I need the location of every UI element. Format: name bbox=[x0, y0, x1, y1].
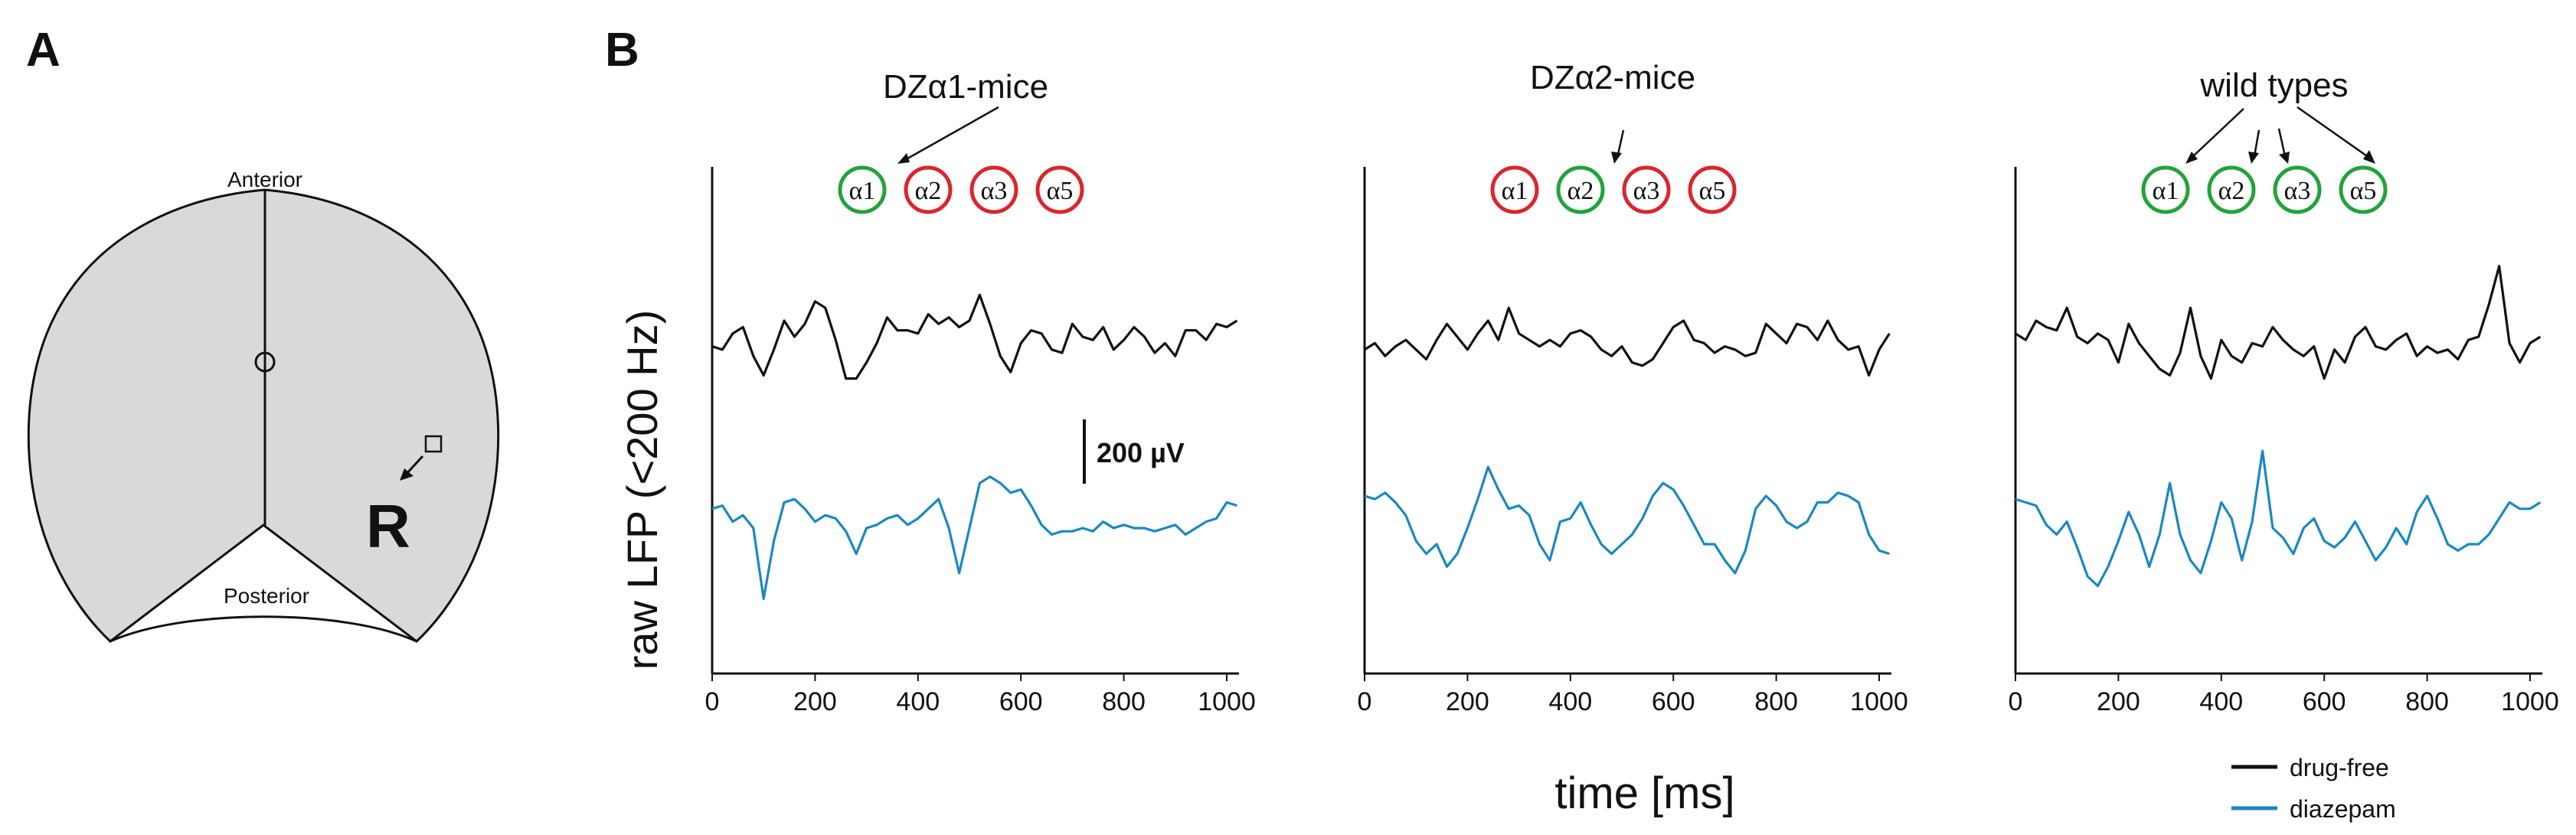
posterior-label: Posterior bbox=[224, 584, 309, 608]
subunit-arrowhead bbox=[897, 153, 910, 164]
x-tick-label: 200 bbox=[1446, 687, 1489, 716]
subunit-circles: α1 α2 α3 α5 bbox=[2141, 165, 2388, 214]
subplot-title: DZα2-mice bbox=[1530, 59, 1695, 96]
scale-bar-label: 200 µV bbox=[1097, 437, 1185, 468]
legend-label-diazepam: diazepam bbox=[2290, 795, 2396, 823]
subunit-label: α1 bbox=[849, 177, 876, 205]
traces bbox=[1364, 306, 1891, 575]
subunit-arrow-4 bbox=[2296, 106, 2370, 159]
subplot-title: wild types bbox=[2199, 67, 2348, 104]
subunit-circle bbox=[2141, 165, 2190, 214]
subunit-circle bbox=[2273, 165, 2322, 214]
x-tick-label: 200 bbox=[793, 687, 837, 716]
trace-diazepam bbox=[711, 475, 1237, 601]
subunit-arrowhead-2 bbox=[2248, 152, 2259, 164]
x-tick-label: 1000 bbox=[1198, 687, 1256, 716]
subunit-arrowhead bbox=[1611, 152, 1622, 164]
subunit-circle bbox=[1490, 165, 1539, 214]
subunit-label: α3 bbox=[981, 177, 1008, 205]
subunit-circle bbox=[2339, 165, 2388, 214]
x-tick-label: 0 bbox=[705, 687, 720, 716]
traces bbox=[2015, 265, 2542, 588]
subunit-label: α3 bbox=[2284, 177, 2311, 205]
brain-posterior-edge bbox=[110, 615, 417, 643]
subunit-circles: α1 α2 α3 α5 bbox=[1490, 165, 1737, 214]
subunit-circle bbox=[904, 165, 953, 214]
x-tick-label: 400 bbox=[896, 687, 940, 716]
x-tick-label: 800 bbox=[1102, 687, 1146, 716]
panel-b-label: B bbox=[605, 24, 639, 77]
x-tick-label: 800 bbox=[1754, 687, 1798, 716]
subunit-label: α5 bbox=[1699, 177, 1726, 205]
recording-site-label: R bbox=[366, 492, 410, 560]
brain-outline bbox=[27, 188, 500, 643]
x-tick-label: 0 bbox=[2009, 687, 2023, 716]
x-tick-label: 400 bbox=[2199, 687, 2243, 716]
x-tick-label: 1000 bbox=[2501, 687, 2559, 716]
subunit-circle bbox=[1622, 165, 1671, 214]
x-tick-label: 400 bbox=[1548, 687, 1592, 716]
subunit-label: α1 bbox=[1502, 177, 1528, 205]
trace-diazepam bbox=[2015, 449, 2542, 588]
bregma-marker bbox=[254, 351, 276, 373]
subunit-circle bbox=[838, 165, 887, 214]
traces bbox=[711, 293, 1238, 601]
x-tick-label: 200 bbox=[2097, 687, 2140, 716]
subplot-wild-types: wild types α1 α2 α3 α5 0 200 400 600 800 1000 bbox=[2009, 67, 2559, 716]
subplot-title: DZα1-mice bbox=[883, 68, 1048, 106]
subunit-circles: α1 α2 α3 α5 bbox=[838, 165, 1084, 214]
subunit-label: α5 bbox=[1047, 177, 1074, 205]
trace-drug-free bbox=[1364, 306, 1891, 377]
subunit-arrowhead-3 bbox=[2279, 152, 2290, 164]
subunit-circle bbox=[1688, 165, 1737, 214]
subunit-arrow-2 bbox=[2253, 129, 2261, 157]
y-axis-label: raw LFP (<200 Hz) bbox=[618, 310, 666, 670]
panel-a-label: A bbox=[26, 24, 60, 77]
subunit-circle bbox=[1556, 165, 1605, 214]
trace-drug-free bbox=[711, 293, 1238, 380]
subunit-circle bbox=[1035, 165, 1084, 214]
x-ticks: 0 200 400 600 800 1000 bbox=[1358, 674, 1908, 716]
subunit-label: α2 bbox=[1568, 177, 1594, 205]
trace-diazepam bbox=[1364, 465, 1890, 575]
x-ticks: 0 200 400 600 800 1000 bbox=[705, 674, 1256, 716]
legend-label-drug-free: drug-free bbox=[2290, 754, 2389, 781]
recording-site-arrowhead bbox=[400, 468, 414, 481]
recording-site-arrow bbox=[404, 455, 424, 476]
recording-site-marker bbox=[424, 435, 443, 453]
subunit-label: α3 bbox=[1633, 177, 1660, 205]
legend: drug-free diazepam bbox=[2231, 754, 2396, 823]
x-tick-label: 800 bbox=[2405, 687, 2449, 716]
subunit-arrowhead-4 bbox=[2363, 150, 2375, 164]
x-tick-label: 600 bbox=[999, 687, 1043, 716]
x-tick-label: 600 bbox=[1652, 687, 1695, 716]
subunit-circle bbox=[2207, 165, 2256, 214]
x-ticks: 0 200 400 600 800 1000 bbox=[2009, 674, 2559, 716]
subunit-label: α2 bbox=[2218, 177, 2245, 205]
x-tick-label: 0 bbox=[1358, 687, 1372, 716]
subunit-label: α2 bbox=[915, 177, 942, 205]
x-tick-label: 600 bbox=[2303, 687, 2346, 716]
subunit-arrow-3 bbox=[2277, 128, 2287, 157]
subunit-circle bbox=[969, 165, 1018, 214]
anterior-label: Anterior bbox=[227, 168, 302, 191]
trace-drug-free bbox=[2015, 265, 2542, 380]
subunit-arrow bbox=[903, 106, 999, 162]
x-tick-label: 1000 bbox=[1850, 687, 1908, 716]
subplot-dza1: DZα1-mice α1 α2 α3 α5 0 200 400 600 800 1000 bbox=[705, 68, 1256, 716]
subunit-arrow-1 bbox=[2191, 108, 2244, 158]
subplot-dza2: DZα2-mice α1 α2 α3 α5 0 200 400 600 800 1000 bbox=[1358, 59, 1908, 716]
subunit-label: α1 bbox=[2153, 177, 2179, 205]
subunit-label: α5 bbox=[2350, 177, 2377, 205]
subunit-arrowhead-1 bbox=[2185, 152, 2198, 164]
x-axis-label: time [ms] bbox=[1554, 768, 1734, 818]
